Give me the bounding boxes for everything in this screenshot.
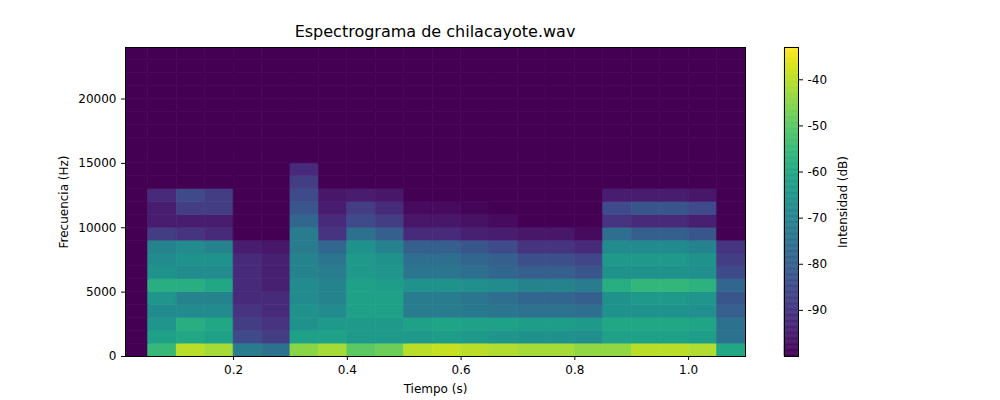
svg-text:Intensidad (dB): Intensidad (dB) (836, 156, 850, 248)
svg-text:10000: 10000 (78, 221, 116, 235)
svg-text:-70: -70 (808, 211, 828, 225)
html-text:Espectrograma de chilacayote.w: Espectrograma de chilacayote.wav (294, 22, 576, 41)
svg-text:15000: 15000 (78, 156, 116, 170)
svg-text:1.0: 1.0 (679, 363, 698, 377)
svg-text:0.2: 0.2 (224, 363, 243, 377)
svg-text:0.4: 0.4 (338, 363, 357, 377)
svg-text:-60: -60 (808, 165, 828, 179)
svg-text:20000: 20000 (78, 92, 116, 106)
svg-text:-40: -40 (808, 73, 828, 87)
svg-text:5000: 5000 (86, 285, 117, 299)
svg-text:0.8: 0.8 (565, 363, 584, 377)
svg-text:-80: -80 (808, 257, 828, 271)
svg-text:Frecuencia (Hz): Frecuencia (Hz) (57, 155, 71, 248)
svg-text:0.6: 0.6 (452, 363, 471, 377)
svg-text:-50: -50 (808, 119, 828, 133)
svg-text:0: 0 (109, 349, 117, 363)
svg-text:-90: -90 (808, 303, 828, 317)
svg-text:Tiempo (s): Tiempo (s) (403, 382, 468, 396)
